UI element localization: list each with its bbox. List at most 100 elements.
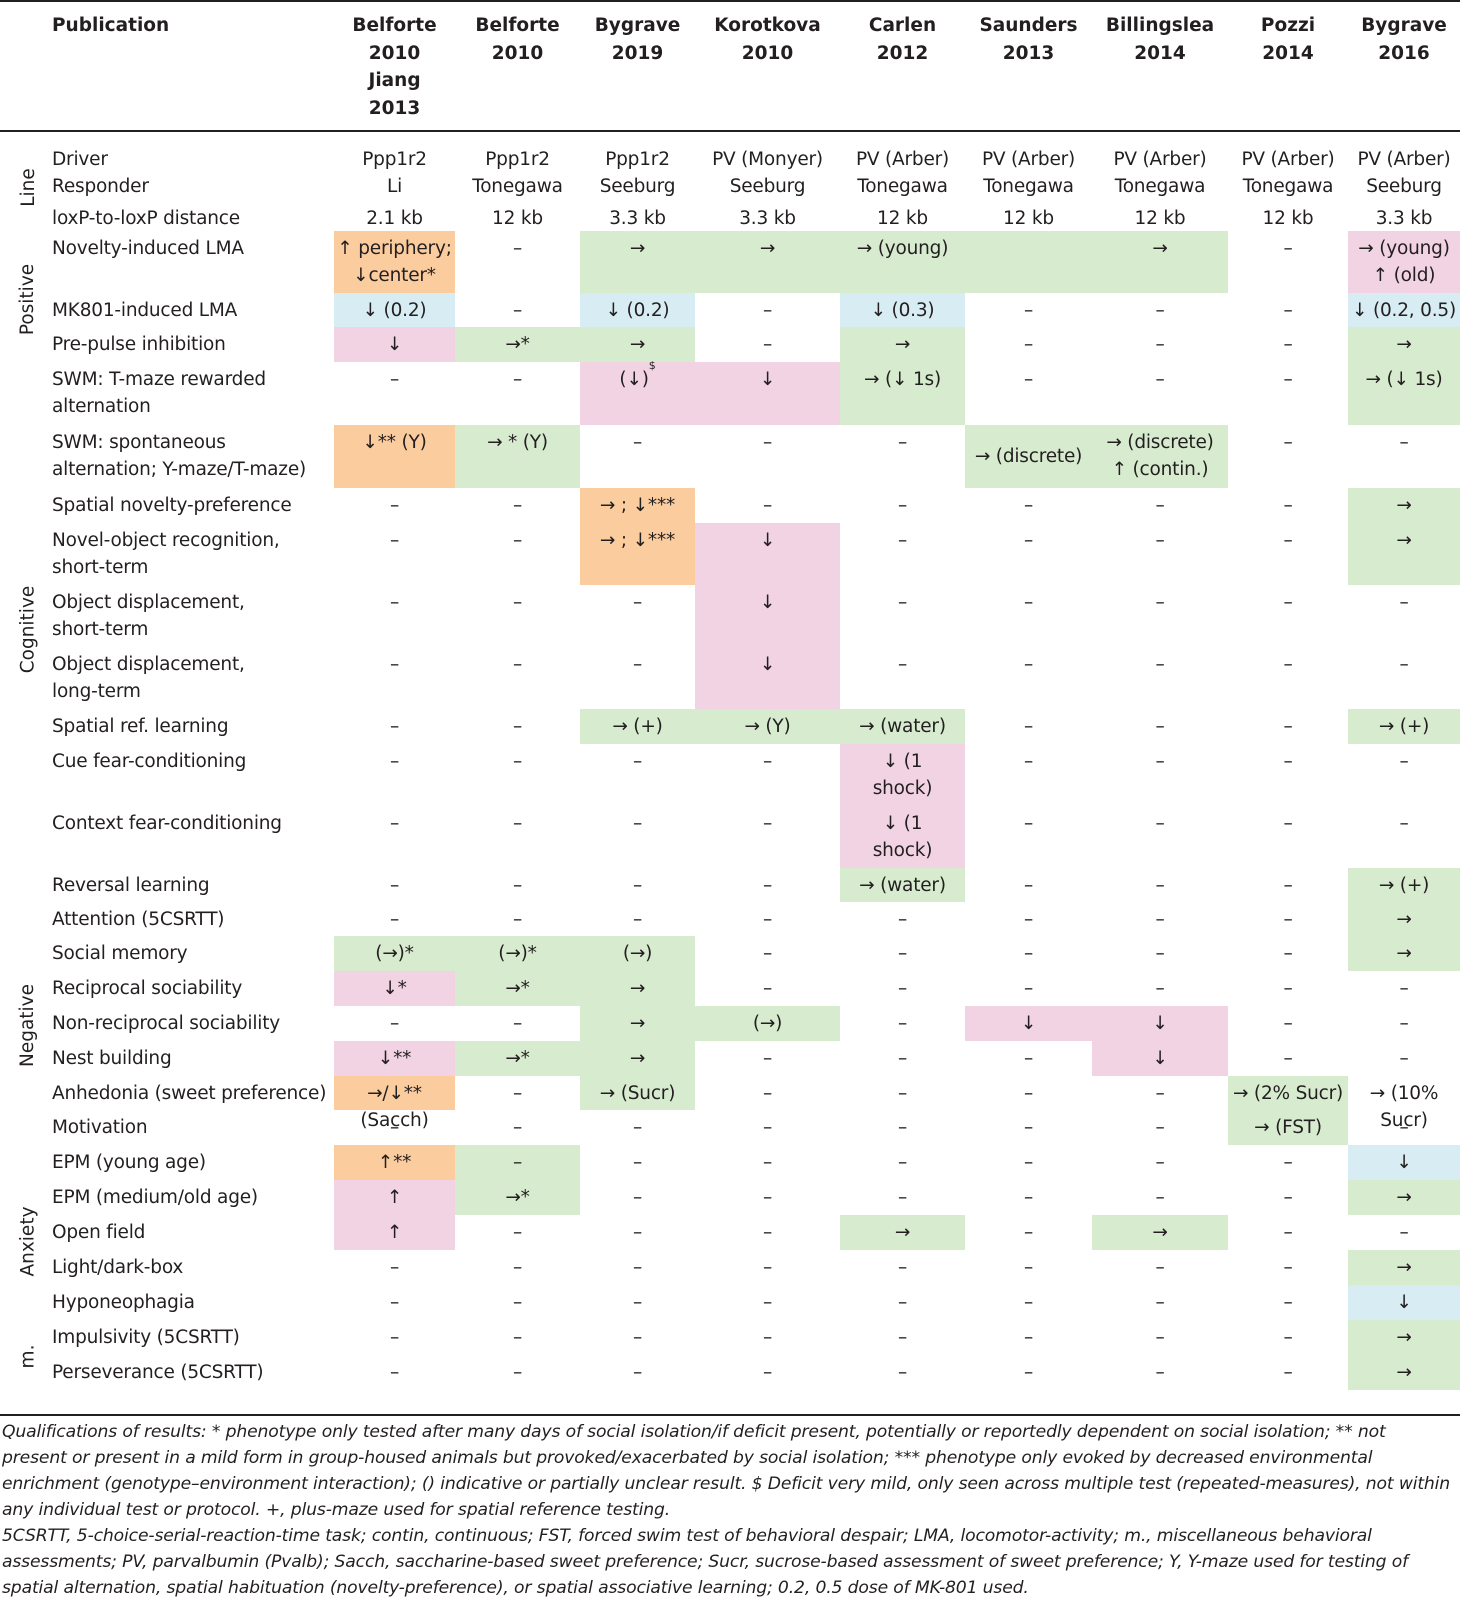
result-cell: –: [632, 1187, 643, 1208]
result-cell: –: [389, 1013, 400, 1034]
result-cell: –: [512, 238, 523, 259]
header-publication-column: Bygrave 2019: [594, 15, 681, 64]
result-cell: →: [1348, 936, 1460, 971]
result-cell: Ppp1r2 Seeburg: [599, 149, 676, 197]
result-cell: –: [1155, 369, 1165, 390]
result-cell: –: [1155, 978, 1165, 999]
result-cell: –: [1155, 530, 1165, 551]
result-cell: –: [512, 875, 523, 896]
result-cell: –: [1023, 1327, 1034, 1348]
result-cell: –: [1023, 909, 1034, 930]
result-cell: –: [389, 1117, 400, 1138]
result-cell: –: [1283, 300, 1293, 321]
result-cell: –: [1399, 654, 1409, 675]
result-cell: –: [897, 1013, 908, 1034]
result-cell: –: [1283, 530, 1293, 551]
header-publication-column: Carlen 2012: [868, 15, 937, 64]
result-cell: –: [632, 1222, 643, 1243]
result-cell: ↑: [334, 1180, 455, 1215]
result-cell: –: [762, 1292, 773, 1313]
result-cell: –: [1283, 1222, 1293, 1243]
result-cell: →: [1348, 902, 1460, 936]
result-cell: 12 kb: [1003, 208, 1054, 229]
result-cell: → ; ↓***: [580, 523, 695, 585]
result-cell: –: [1283, 1048, 1293, 1069]
result-cell: –: [632, 751, 643, 772]
row-label: Pre-pulse inhibition: [52, 334, 226, 355]
result-cell: →: [580, 1006, 695, 1041]
result-cell: ↑: [334, 1215, 455, 1250]
result-cell: –: [1283, 334, 1293, 355]
result-cell: →: [1348, 523, 1460, 585]
result-cell: –: [1023, 1083, 1034, 1104]
result-cell: ↓ (0.3): [840, 293, 965, 327]
result-cell: –: [1155, 1292, 1165, 1313]
result-cell: –: [632, 875, 643, 896]
result-cell: –: [1283, 654, 1293, 675]
result-cell: →: [580, 327, 695, 362]
row-label: Impulsivity (5CSRTT): [52, 1327, 240, 1348]
row-label: Attention (5CSRTT): [52, 909, 225, 930]
footnote-paragraph: Qualifications of results: * phenotype o…: [2, 1422, 1451, 1520]
result-cell: → (discrete): [965, 425, 1092, 488]
row-label: MK801-induced LMA: [52, 300, 238, 321]
table-top-rule: [0, 0, 1460, 2]
result-cell: –: [632, 813, 643, 834]
result-cell: → (+): [580, 709, 695, 744]
result-cell: 12 kb: [877, 208, 928, 229]
row-label: Context fear-conditioning: [52, 813, 282, 834]
result-cell: –: [1023, 943, 1034, 964]
result-cell: →: [580, 1041, 695, 1076]
result-cell: 3.3 kb: [609, 208, 666, 229]
result-cell: –: [762, 1117, 773, 1138]
result-cell: –: [512, 1292, 523, 1313]
result-cell: –: [1155, 334, 1165, 355]
result-cell: ↓: [1348, 1285, 1460, 1320]
result-cell: →: [1348, 488, 1460, 523]
result-cell: –: [1023, 1257, 1034, 1278]
result-cell: –: [1155, 300, 1165, 321]
result-cell: PV (Arber) Seeburg: [1357, 149, 1451, 197]
result-cell: –: [897, 1327, 908, 1348]
result-cell: →: [840, 1215, 965, 1250]
result-cell: –: [632, 909, 643, 930]
result-cell: →*: [455, 1041, 580, 1076]
result-cell: –: [1155, 1117, 1165, 1138]
result-cell: → (↓ 1s): [1348, 362, 1460, 425]
result-cell: → (water): [840, 709, 965, 744]
result-cell: –: [762, 751, 773, 772]
result-cell: –: [1399, 813, 1409, 834]
result-cell: →*: [455, 327, 580, 362]
result-cell: –: [1155, 1257, 1165, 1278]
result-cell: –: [1155, 813, 1165, 834]
result-cell: –: [1155, 943, 1165, 964]
result-cell: –: [1155, 751, 1165, 772]
result-cell: –: [897, 1117, 908, 1138]
result-cell: –: [897, 1048, 908, 1069]
result-cell: –: [1283, 943, 1293, 964]
result-cell: –: [1023, 300, 1034, 321]
result-cell: –: [897, 530, 908, 551]
result-cell: –: [1023, 654, 1034, 675]
result-cell: –: [897, 1187, 908, 1208]
result-cell: →: [580, 231, 695, 293]
result-cell: ↓: [695, 647, 840, 709]
result-cell: –: [632, 432, 643, 453]
result-cell: –: [1283, 1327, 1293, 1348]
result-cell: 12 kb: [492, 208, 543, 229]
result-cell: –: [1283, 909, 1293, 930]
result-cell: –: [762, 495, 773, 516]
result-cell: PV (Arber) Tonegawa: [981, 149, 1076, 197]
result-cell: –: [632, 1152, 643, 1173]
header-publication-column: Pozzi 2014: [1260, 15, 1316, 64]
result-cell: –: [389, 654, 400, 675]
row-label: Spatial novelty-preference: [52, 495, 292, 516]
row-label: Social memory: [52, 943, 188, 964]
result-cell: (→)*: [455, 936, 580, 971]
result-cell: [965, 231, 1092, 293]
result-cell: → (Y): [695, 709, 840, 744]
result-cell: –: [897, 1152, 908, 1173]
result-cell: 3.3 kb: [739, 208, 796, 229]
result-cell: –: [512, 592, 523, 613]
result-cell: → ; ↓***: [580, 488, 695, 523]
